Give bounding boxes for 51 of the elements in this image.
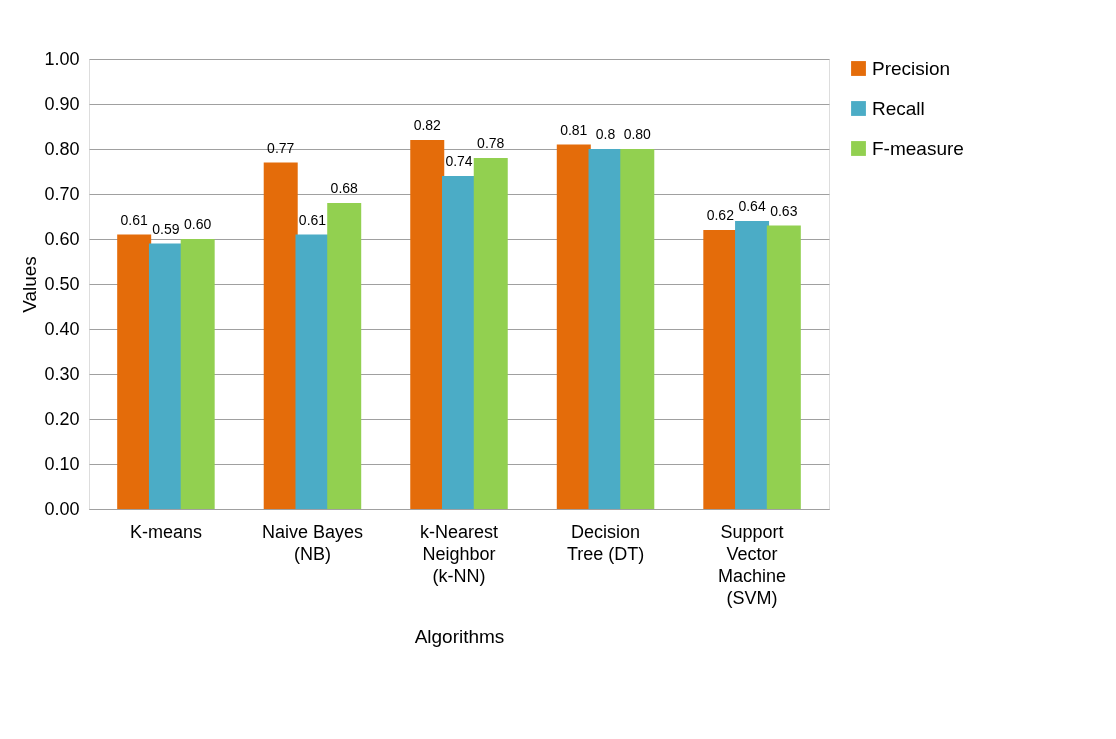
y-axis-title: Values [19, 256, 41, 313]
data-label: 0.62 [706, 207, 735, 223]
data-label: 0.64 [738, 198, 766, 214]
x-axis-title: Algorithms [414, 625, 505, 647]
bar [148, 243, 183, 509]
data-label: 0.74 [445, 153, 473, 169]
bar [442, 176, 476, 509]
data-label: 0.63 [770, 202, 798, 219]
bar [327, 203, 362, 509]
data-label: 0.59 [152, 220, 180, 237]
data-label: 0.82 [413, 117, 442, 133]
bar [766, 225, 801, 509]
x-tick-label: Decision Tree (DT) [566, 521, 645, 564]
y-tick-label: 0.70 [44, 183, 80, 204]
bar [410, 140, 445, 509]
bar [263, 162, 298, 509]
y-tick-label: 0.00 [44, 498, 80, 519]
data-label: 0.80 [623, 126, 652, 142]
bar [295, 234, 330, 509]
bar [620, 149, 655, 509]
x-tick-label: K-means [129, 521, 202, 542]
y-tick-label: 0.80 [44, 138, 80, 159]
legend-label: Precision [872, 57, 951, 79]
data-label: 0.68 [330, 180, 359, 196]
data-label: 0.8 [595, 126, 616, 142]
y-tick-label: 1.00 [44, 48, 80, 69]
legend-label: Recall [872, 97, 925, 119]
data-label: 0.78 [477, 135, 505, 151]
bar [556, 144, 591, 509]
bar [473, 158, 508, 509]
y-tick-label: 0.30 [44, 363, 80, 384]
legend-label: F-measure [872, 137, 964, 159]
y-tick-label: 0.60 [44, 228, 80, 249]
bar [735, 221, 770, 509]
y-tick-label: 0.10 [44, 453, 80, 474]
y-tick-label: 0.20 [44, 408, 80, 429]
y-tick-label: 0.50 [44, 273, 80, 294]
x-tick-label: Support Vector Machine (SVM) [718, 521, 787, 608]
bar [117, 234, 152, 509]
data-label: 0.60 [184, 216, 212, 232]
data-label: 0.61 [298, 211, 327, 228]
data-label: 0.61 [120, 211, 149, 228]
x-tick-label: k-Nearest Neighbor (k-NN) [419, 521, 499, 586]
bar [588, 149, 623, 509]
bar [180, 239, 215, 509]
data-label: 0.81 [560, 121, 588, 138]
x-tick-label: Naive Bayes (NB) [261, 521, 363, 564]
data-label: 0.77 [267, 139, 295, 156]
y-tick-label: 0.40 [44, 318, 80, 339]
y-tick-label: 0.90 [44, 93, 80, 114]
bar [703, 230, 738, 509]
